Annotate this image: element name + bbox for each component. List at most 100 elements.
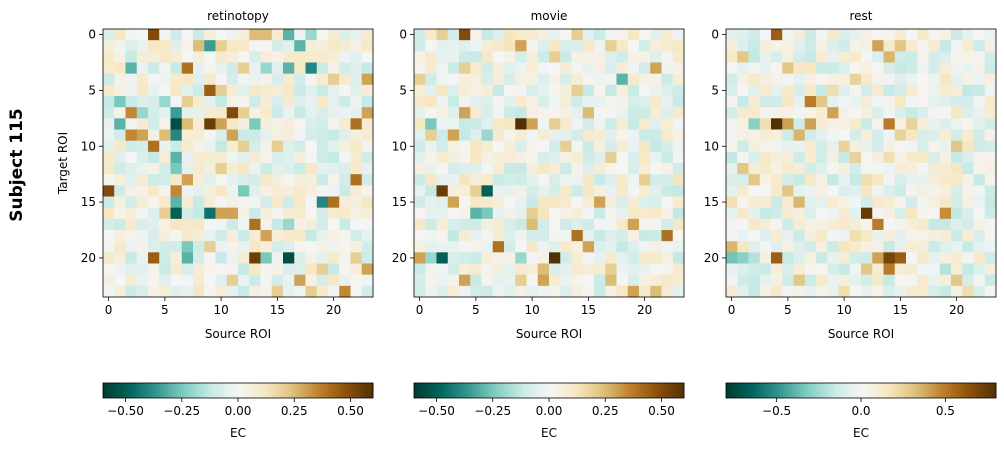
heatmap-cell (537, 241, 550, 253)
heatmap-cell (872, 218, 884, 231)
heatmap-cell (973, 185, 986, 197)
heatmap-cell (361, 174, 374, 186)
heatmap-cell (605, 252, 617, 264)
heatmap-cell (816, 151, 828, 164)
heatmap-cell (260, 129, 273, 142)
heatmap-cell (827, 118, 839, 130)
colorbar-segment (585, 383, 589, 398)
heatmap-cell (816, 218, 828, 231)
heatmap-cell (294, 140, 306, 153)
heatmap-cell (436, 174, 449, 186)
heatmap-cell (481, 118, 494, 130)
heatmap-cell (883, 73, 896, 86)
heatmap-cell (951, 62, 963, 75)
heatmap-cell (504, 163, 516, 175)
colorbar-segment (507, 383, 511, 398)
heatmap-cell (639, 51, 651, 63)
heatmap-cell (526, 96, 539, 108)
colorbar-segment (981, 383, 985, 398)
heatmap-cell (849, 218, 862, 231)
heatmap-cell (793, 151, 806, 164)
heatmap-cell (872, 140, 884, 153)
colorbar-segment (879, 383, 883, 398)
heatmap-cell (103, 174, 115, 186)
heatmap-cell (350, 207, 363, 220)
heatmap-cell (125, 274, 138, 287)
colorbar-segment (822, 383, 826, 398)
heatmap-cell (103, 218, 115, 231)
heatmap-cell (361, 151, 374, 164)
colorbar-segment (492, 383, 496, 398)
heatmap-cell (125, 218, 138, 231)
heatmap-cell (226, 174, 239, 186)
heatmap-cell (594, 274, 606, 287)
heatmap-cell (759, 118, 772, 130)
heatmap-cell (470, 263, 482, 276)
colorbar-segment (570, 383, 574, 398)
heatmap-cell (260, 185, 273, 197)
colorbar-segment (367, 383, 371, 398)
heatmap-cell (928, 118, 941, 130)
heatmap-cell (481, 29, 494, 41)
heatmap-cell (883, 107, 896, 119)
colorbar-segment (220, 383, 224, 398)
heatmap-cell (748, 196, 761, 209)
heatmap-cell (193, 107, 205, 119)
heatmap-cell (204, 140, 216, 153)
heatmap-cell (204, 40, 216, 52)
heatmap-cell (838, 163, 851, 175)
heatmap-cell (571, 118, 584, 130)
heatmap-cell (582, 62, 595, 75)
colorbar-segment (747, 383, 751, 398)
colorbar-segment (217, 383, 221, 398)
colorbar-segment (924, 383, 928, 398)
heatmap-cell (260, 274, 273, 287)
heatmap-cell (159, 73, 171, 86)
heatmap-cell (181, 252, 194, 264)
heatmap-cell (159, 207, 171, 220)
heatmap-cell (827, 107, 839, 119)
heatmap-cell (114, 263, 126, 276)
heatmap-cell (492, 40, 505, 52)
heatmap-cell (271, 174, 284, 186)
colorbar-segment (133, 383, 137, 398)
heatmap-cell (984, 107, 997, 119)
heatmap-cell (872, 174, 884, 186)
heatmap-cell (436, 185, 449, 197)
heatmap-cell (782, 51, 794, 63)
colorbar-segment (501, 383, 505, 398)
heatmap-cell (481, 73, 494, 86)
heatmap-cell (939, 118, 952, 130)
heatmap-cell (639, 252, 651, 264)
heatmap-cell (249, 84, 261, 97)
heatmap-cell (159, 285, 171, 298)
heatmap-cell (672, 96, 685, 108)
heatmap-cell (661, 218, 674, 231)
colorbar-segment (444, 383, 448, 398)
heatmap-cell (771, 163, 783, 175)
heatmap-cell (984, 40, 997, 52)
heatmap-cell (571, 163, 584, 175)
heatmap-cell (148, 40, 160, 52)
colorbar-segment (346, 383, 350, 398)
heatmap-cell (616, 140, 629, 153)
heatmap-cell (639, 62, 651, 75)
heatmap-cell (193, 40, 205, 52)
heatmap-cell (816, 252, 828, 264)
heatmap-cell (361, 230, 374, 242)
heatmap-cell (917, 185, 929, 197)
heatmap-cell (181, 263, 194, 276)
colorbar-segment (124, 383, 128, 398)
heatmap-cell (661, 151, 674, 164)
colorbar-segment (732, 383, 736, 398)
heatmap-cell (883, 51, 896, 63)
colorbar-segment (337, 383, 341, 398)
heatmap-cell (436, 40, 449, 52)
heatmap-cell (939, 218, 952, 231)
heatmap-cell (627, 51, 640, 63)
heatmap-cell (470, 252, 482, 264)
heatmap-cell (526, 252, 539, 264)
heatmap-cell (294, 73, 306, 86)
colorbar-segment (576, 383, 580, 398)
